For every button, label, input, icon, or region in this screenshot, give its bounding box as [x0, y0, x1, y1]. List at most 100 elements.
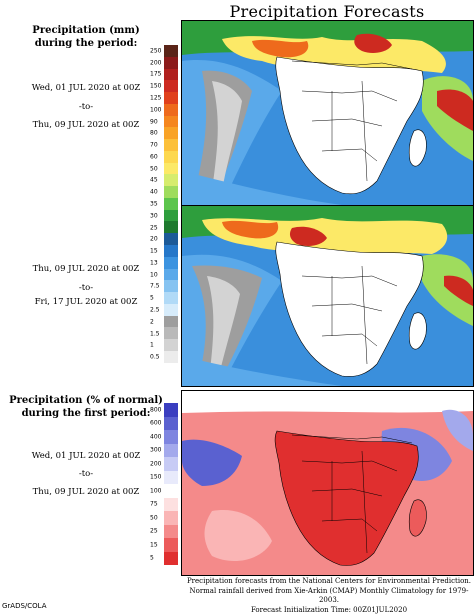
colorbar-swatch: [164, 139, 178, 151]
source-notes: Precipitation forecasts from the Nationa…: [186, 577, 472, 615]
colorbar-swatch: [164, 104, 178, 116]
colorbar-swatch: [164, 92, 178, 104]
colorbar-swatch: [164, 198, 178, 210]
colorbar-tick-label: 25: [150, 528, 158, 535]
panel3-period-end: Thu, 09 JUL 2020 at 00Z: [0, 487, 172, 498]
colorbar-tick-label: 13: [150, 259, 158, 266]
panel3-period-start: Wed, 01 JUL 2020 at 00Z: [0, 451, 172, 462]
colorbar-tick-label: 40: [150, 189, 158, 196]
colorbar-tick-label: 30: [150, 212, 158, 219]
colorbar-swatch: [164, 511, 178, 525]
precip-map-week2: [181, 205, 474, 387]
colorbar-tick-label: 1: [150, 342, 154, 349]
panel3-period-to: -to-: [0, 469, 172, 480]
colorbar-tick-label: 200: [150, 59, 161, 66]
colorbar-tick-label: 400: [150, 433, 161, 440]
precip-map-week2-graphic: [182, 206, 473, 386]
colorbar-swatch: [164, 327, 178, 339]
colorbar-swatch: [164, 57, 178, 69]
colorbar-tick-label: 100: [150, 487, 161, 494]
panel2-period-to: -to-: [0, 283, 172, 294]
colorbar-tick-label: 2: [150, 318, 154, 325]
colorbar-swatch: [164, 430, 178, 444]
colorbar-tick-label: 10: [150, 271, 158, 278]
colorbar-tick-label: 15: [150, 248, 158, 255]
colorbar-swatch: [164, 221, 178, 233]
panel2-period-start: Thu, 09 JUL 2020 at 00Z: [0, 264, 172, 275]
colorbar-tick-label: 35: [150, 201, 158, 208]
colorbar-swatch: [164, 538, 178, 552]
colorbar-tick-label: 600: [150, 420, 161, 427]
colorbar-swatch: [164, 552, 178, 566]
colorbar-tick-label: 125: [150, 95, 161, 102]
colorbar-tick-label: 300: [150, 447, 161, 454]
panel1-period-start: Wed, 01 JUL 2020 at 00Z: [0, 83, 172, 94]
colorbar-swatch: [164, 269, 178, 281]
source-note-line2: Normal rainfall derived from Xie-Arkin (…: [186, 587, 472, 606]
colorbar-tick-label: 150: [150, 83, 161, 90]
panel2-period-end: Fri, 17 JUL 2020 at 00Z: [0, 297, 172, 308]
colorbar-swatch: [164, 69, 178, 81]
colorbar-swatch: [164, 484, 178, 498]
colorbar-swatch: [164, 339, 178, 351]
precip-mm-colorbar: [164, 45, 178, 363]
colorbar-tick-label: 15: [150, 541, 158, 548]
panel3-heading: Precipitation (% of normal) during the f…: [0, 394, 172, 420]
colorbar-tick-label: 5: [150, 555, 154, 562]
colorbar-swatch: [164, 233, 178, 245]
colorbar-tick-label: 5: [150, 295, 154, 302]
colorbar-tick-label: 150: [150, 474, 161, 481]
colorbar-swatch: [164, 186, 178, 198]
colorbar-swatch: [164, 116, 178, 128]
colorbar-tick-label: 60: [150, 153, 158, 160]
colorbar-swatch: [164, 444, 178, 458]
panel3-heading-line1: Precipitation (% of normal): [0, 394, 172, 407]
precip-percent-normal-graphic: [182, 391, 473, 575]
colorbar-swatch: [164, 280, 178, 292]
colorbar-tick-label: 25: [150, 224, 158, 231]
colorbar-swatch: [164, 151, 178, 163]
precip-percent-normal-map: [181, 390, 474, 576]
colorbar-swatch: [164, 417, 178, 431]
colorbar-swatch: [164, 245, 178, 257]
colorbar-swatch: [164, 80, 178, 92]
colorbar-swatch: [164, 457, 178, 471]
colorbar-swatch: [164, 403, 178, 417]
precip-pct-colorbar-ticks: 800 600 400 300 200 150 100 75 50 25 15 5: [150, 403, 164, 565]
panel3-heading-line2: during the first period:: [0, 407, 172, 420]
colorbar-swatch: [164, 525, 178, 539]
colorbar-tick-label: 800: [150, 406, 161, 413]
colorbar-swatch: [164, 127, 178, 139]
colorbar-tick-label: 50: [150, 165, 158, 172]
colorbar-swatch: [164, 292, 178, 304]
near-normal-north: [182, 391, 473, 413]
forecast-init-time: Forecast Initialization Time: 00Z01JUL20…: [186, 606, 472, 615]
panel1-period-to: -to-: [0, 102, 172, 113]
colorbar-tick-label: 100: [150, 106, 161, 113]
colorbar-tick-label: 2.5: [150, 307, 160, 314]
colorbar-tick-label: 45: [150, 177, 158, 184]
panel1-heading: Precipitation (mm) during the period:: [0, 24, 172, 50]
precip-pct-colorbar: [164, 403, 178, 565]
panel1-period-end: Thu, 09 JUL 2020 at 00Z: [0, 120, 172, 131]
precip-map-week1: [181, 20, 474, 206]
colorbar-swatch: [164, 45, 178, 57]
colorbar-tick-label: 75: [150, 501, 158, 508]
precip-map-week1-graphic: [182, 21, 473, 205]
colorbar-swatch: [164, 471, 178, 485]
colorbar-tick-label: 70: [150, 142, 158, 149]
colorbar-swatch: [164, 304, 178, 316]
panel1-heading-line2: during the period:: [0, 37, 172, 50]
colorbar-tick-label: 80: [150, 130, 158, 137]
colorbar-tick-label: 200: [150, 460, 161, 467]
panel1-heading-line1: Precipitation (mm): [0, 24, 172, 37]
colorbar-tick-label: 50: [150, 514, 158, 521]
colorbar-swatch: [164, 257, 178, 269]
colorbar-swatch: [164, 498, 178, 512]
grads-credit: GrADS/COLA: [2, 602, 47, 610]
colorbar-swatch: [164, 351, 178, 363]
colorbar-swatch: [164, 174, 178, 186]
colorbar-swatch: [164, 163, 178, 175]
colorbar-tick-label: 0.5: [150, 354, 160, 361]
